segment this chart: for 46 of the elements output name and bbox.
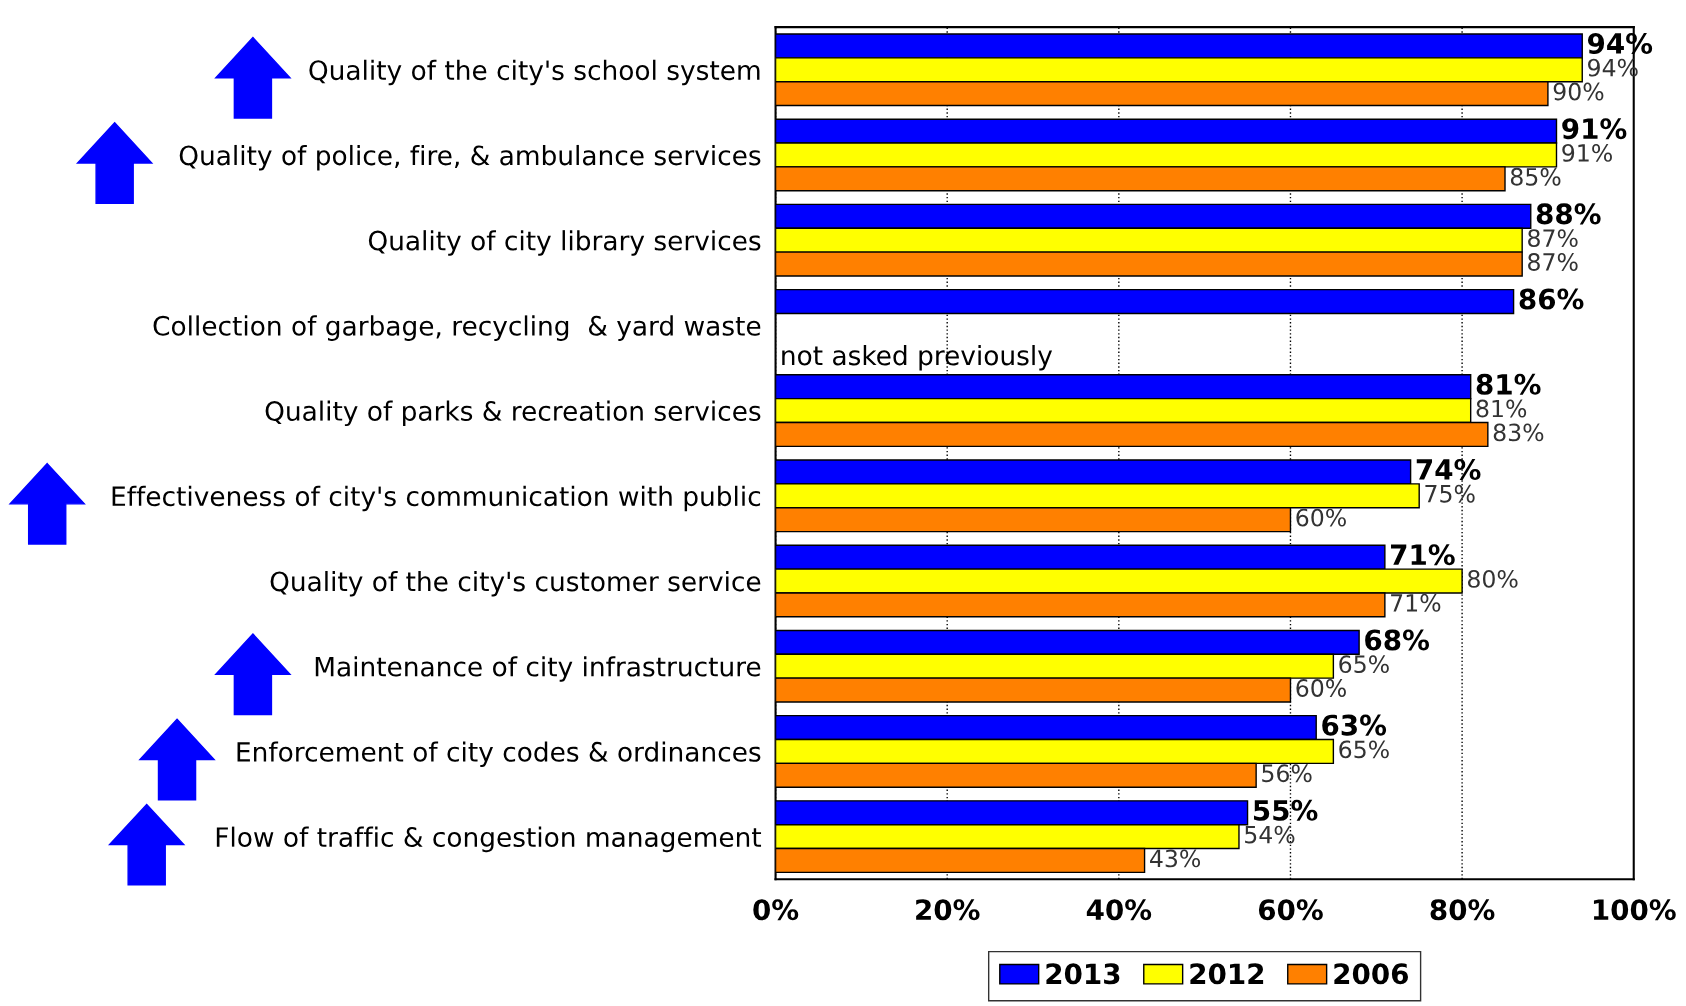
- x-tick-label: 20%: [916, 899, 980, 921]
- y-tick-label: Quality of the city's customer service: [270, 570, 761, 597]
- y-tick-label: Collection of garbage, recycling & yard waste: [153, 315, 761, 341]
- data-label: 74%: [1416, 459, 1481, 481]
- data-label: 83%: [1493, 423, 1544, 442]
- x-tick-label: 60%: [1258, 899, 1323, 921]
- data-label: 80%: [1467, 570, 1518, 588]
- data-label: 71%: [1391, 593, 1441, 612]
- data-label: 81%: [1476, 373, 1541, 395]
- x-tick-label: 40%: [1086, 899, 1152, 921]
- annotation: not asked previously: [782, 345, 1053, 371]
- data-label: 55%: [1253, 799, 1318, 821]
- legend-label: 2012: [1190, 963, 1264, 985]
- data-label: 91%: [1562, 143, 1612, 162]
- data-label: 54%: [1245, 825, 1295, 844]
- y-tick-label: Quality of police, fire, & ambulance services: [179, 144, 761, 171]
- y-tick-label: Maintenance of city infrastructure: [315, 656, 761, 682]
- data-label: 86%: [1519, 288, 1584, 310]
- data-label: 85%: [1510, 167, 1561, 186]
- data-label: 75%: [1425, 484, 1475, 503]
- data-label: 87%: [1528, 253, 1578, 271]
- data-label: 63%: [1322, 714, 1387, 736]
- data-label: 56%: [1262, 764, 1312, 783]
- data-label: 60%: [1296, 508, 1346, 527]
- legend-label: 2006: [1334, 963, 1409, 985]
- data-label: 68%: [1365, 629, 1430, 651]
- data-label: 81%: [1476, 399, 1527, 418]
- data-label: 60%: [1296, 679, 1346, 697]
- data-label: 71%: [1391, 544, 1455, 566]
- y-tick-label: Quality of city library services: [368, 230, 761, 256]
- legend-label: 2013: [1046, 963, 1120, 985]
- y-tick-label: Quality of the city's school system: [309, 59, 760, 86]
- x-tick-label: 80%: [1430, 899, 1495, 921]
- x-tick-label: 100%: [1593, 899, 1676, 921]
- x-tick-label: 0%: [753, 899, 799, 921]
- y-tick-label: Enforcement of city codes & ordinances: [237, 741, 761, 767]
- data-label: 90%: [1553, 82, 1604, 101]
- y-tick-label: Quality of parks & recreation services: [265, 400, 761, 427]
- data-label: 91%: [1562, 118, 1627, 140]
- data-label: 43%: [1150, 849, 1201, 868]
- data-label: 65%: [1339, 655, 1389, 674]
- data-label: 88%: [1536, 203, 1601, 225]
- data-label: 65%: [1339, 740, 1389, 759]
- y-tick-label: Effectiveness of city's communication with public: [112, 485, 761, 512]
- data-label: 87%: [1528, 229, 1578, 248]
- y-tick-label: Flow of traffic & congestion management: [216, 826, 762, 853]
